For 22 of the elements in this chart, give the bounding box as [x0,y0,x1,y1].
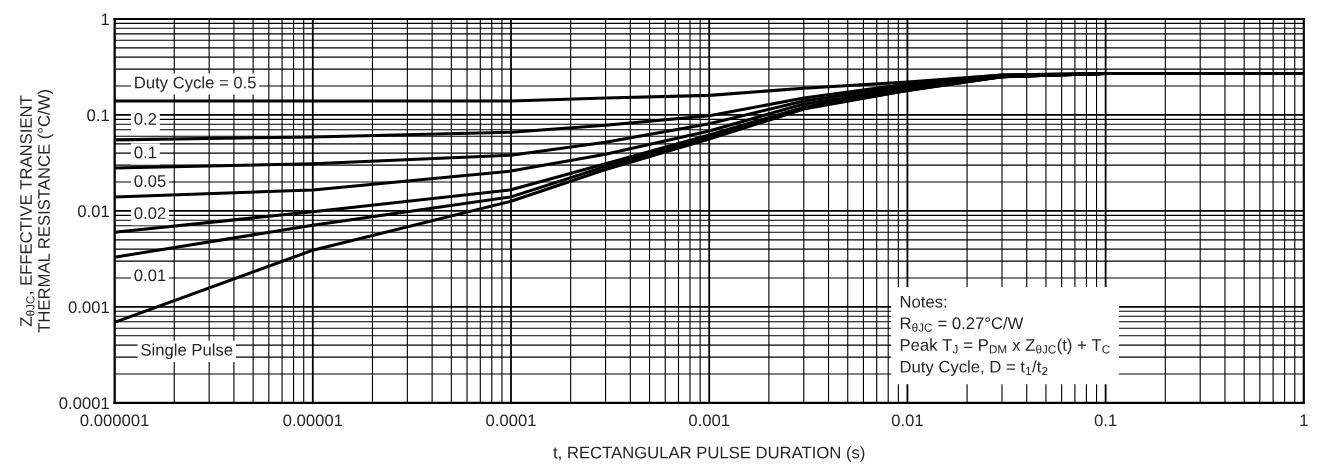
y-tick-label: 0.1 [87,109,109,122]
y-tick-label: 0.0001 [59,397,109,410]
series-label: Single Pulse [141,343,233,360]
series-label: 0.05 [134,175,166,187]
x-tick-label: 1 [1300,414,1308,427]
x-tick-label: 0.0001 [486,414,536,427]
y-axis-title: Z$_{θJC}$, EFFECTIVE TRANSIENT THERMAL RESISTANCE (°C/W) [20,90,54,333]
x-tick-label: 0.1 [1094,414,1117,427]
y-tick-label: 1 [101,13,109,25]
text: Notes: R$_{θJC}$ = 0.27°C/W Peak T$_{J}$ = P$_{DM}$ x Z$_{θJC}$(t) + T$_{C}$ Duty Cycle, D = t$_{1}$/t$_{2}$ [900,296,1110,376]
y-tick-label: 0.01 [77,205,109,218]
series-label: 0.01 [134,269,166,282]
y-tick-label: 0.001 [68,301,109,314]
x-tick-label: 0.000001 [80,414,149,427]
series-label: 0.1 [134,146,157,159]
series-label: 0.2 [134,113,157,125]
x-axis-title: t, RECTANGULAR PULSE DURATION (s) [553,446,865,462]
x-tick-label: 0.001 [689,414,730,427]
series-label: 0.02 [134,207,166,220]
x-tick-label: 0.01 [891,414,923,427]
series-label: Duty Cycle = 0.5 [135,76,256,92]
x-tick-label: 0.00001 [283,414,343,427]
